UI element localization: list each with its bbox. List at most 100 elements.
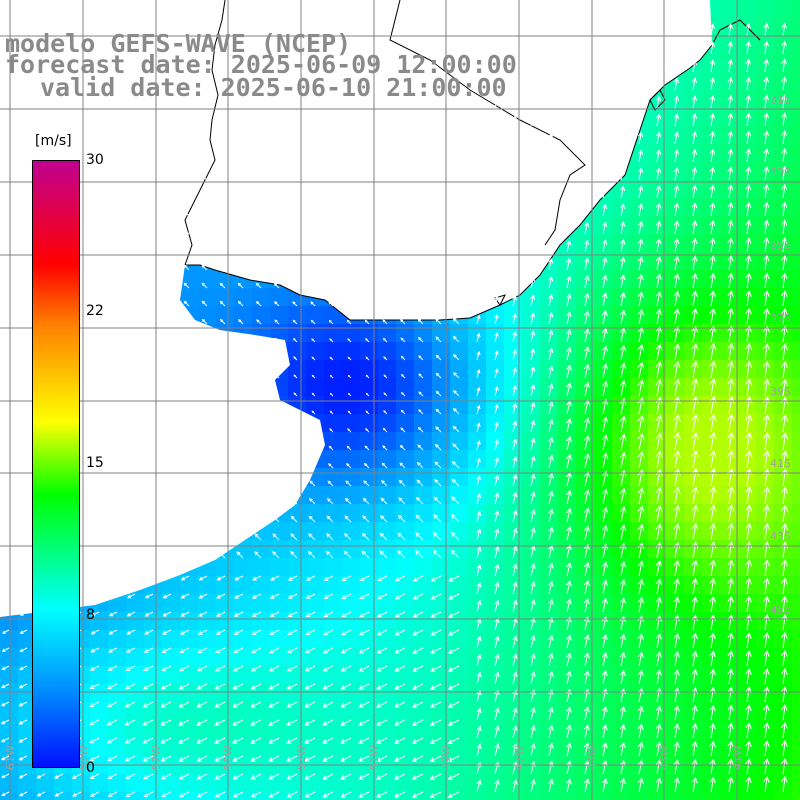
wind-arrow — [142, 683, 154, 690]
field-cell — [540, 558, 559, 577]
field-cell — [126, 774, 145, 793]
field-cell — [594, 414, 613, 433]
wind-arrow — [238, 373, 244, 379]
wind-arrow — [183, 318, 190, 325]
wind-arrow — [781, 685, 788, 703]
wind-arrow — [397, 172, 406, 181]
wind-arrow — [476, 671, 482, 685]
wind-arrow — [494, 492, 500, 505]
wind-arrow — [129, 498, 136, 505]
field-cell — [540, 540, 559, 559]
field-cell — [468, 324, 487, 343]
wind-arrow — [530, 132, 535, 145]
field-cell — [738, 162, 757, 181]
wind-arrow — [40, 49, 46, 55]
wind-arrow — [215, 611, 226, 617]
field-cell — [126, 720, 145, 739]
wind-arrow — [322, 719, 334, 726]
wind-arrow — [435, 372, 442, 379]
wind-arrow — [548, 400, 554, 415]
field-cell — [198, 648, 217, 667]
wind-arrow — [219, 318, 226, 325]
wind-arrow — [691, 596, 699, 613]
wind-arrow — [161, 665, 172, 672]
wind-arrow — [358, 755, 370, 762]
field-cell — [324, 612, 343, 631]
field-cell — [396, 576, 415, 595]
wind-arrow — [637, 308, 644, 325]
wind-arrow — [23, 32, 28, 37]
wind-arrow — [763, 758, 770, 775]
wind-arrow — [727, 219, 734, 235]
wind-arrow — [129, 246, 136, 253]
wind-arrow — [709, 577, 717, 595]
wind-arrow — [36, 791, 46, 797]
wind-arrow — [637, 487, 645, 505]
wind-arrow — [781, 201, 788, 217]
legend-tick-8: 8 — [86, 607, 95, 623]
field-cell — [558, 720, 577, 739]
wind-arrow — [178, 719, 190, 726]
wind-arrow — [584, 150, 590, 163]
field-cell — [576, 378, 595, 397]
field-cell — [342, 324, 361, 343]
field-cell — [324, 540, 343, 559]
field-cell — [324, 522, 343, 541]
field-cell — [702, 252, 721, 271]
field-cell — [792, 360, 800, 379]
wind-arrow — [127, 575, 136, 581]
wind-arrow — [476, 564, 482, 577]
field-cell — [612, 306, 631, 325]
wind-arrow — [476, 43, 481, 55]
wind-arrow — [727, 577, 735, 595]
wind-arrow — [727, 485, 735, 505]
wind-arrow — [196, 665, 208, 672]
wind-arrow — [220, 373, 226, 379]
wind-arrow — [290, 551, 298, 559]
field-cell — [576, 774, 595, 793]
wind-arrow — [745, 378, 753, 397]
wind-arrow — [637, 185, 644, 199]
field-cell — [378, 450, 397, 469]
wind-arrow — [219, 282, 226, 289]
wind-arrow — [451, 64, 460, 73]
field-cell — [288, 792, 307, 800]
wind-arrow — [165, 462, 172, 469]
wind-arrow — [130, 139, 136, 145]
wind-arrow — [90, 647, 100, 653]
wind-arrow — [691, 272, 698, 289]
field-cell — [648, 720, 667, 739]
wind-arrow — [494, 295, 499, 307]
wind-arrow — [250, 683, 262, 690]
wind-arrow — [476, 386, 481, 397]
wind-arrow — [781, 703, 788, 721]
wind-arrow — [94, 247, 100, 253]
wind-arrow — [619, 238, 626, 253]
wind-arrow — [548, 96, 553, 109]
field-cell — [612, 414, 631, 433]
field-cell — [630, 162, 649, 181]
field-cell — [738, 198, 757, 217]
wind-arrow — [89, 755, 100, 762]
field-cell — [774, 324, 793, 343]
wind-arrow — [727, 130, 734, 145]
wind-arrow — [219, 462, 226, 469]
wind-arrow — [308, 191, 316, 199]
field-cell — [450, 432, 469, 451]
field-cell — [486, 792, 505, 800]
field-cell — [324, 360, 343, 379]
wind-arrow — [94, 31, 100, 37]
wind-arrow — [512, 187, 518, 199]
field-cell — [702, 594, 721, 613]
wind-arrow — [476, 332, 481, 343]
wind-arrow — [1, 629, 10, 634]
wind-arrow — [619, 487, 627, 505]
wind-arrow — [619, 309, 626, 325]
field-cell — [612, 666, 631, 685]
field-cell — [324, 684, 343, 703]
field-cell — [630, 360, 649, 379]
wind-arrow — [90, 629, 100, 635]
wind-arrow — [709, 255, 716, 271]
wind-arrow — [727, 342, 735, 361]
field-cell — [198, 630, 217, 649]
